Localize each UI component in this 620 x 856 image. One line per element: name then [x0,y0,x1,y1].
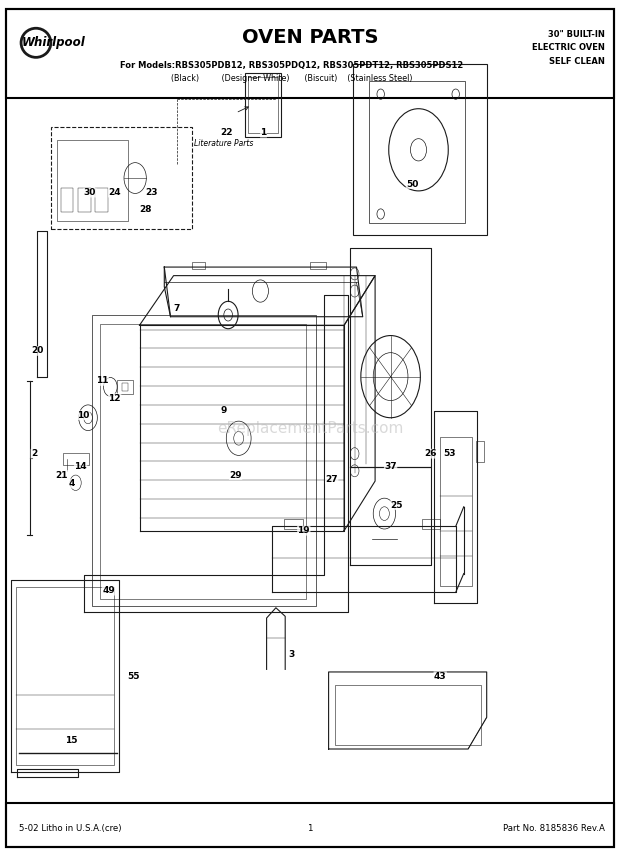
Text: 49: 49 [102,586,115,595]
Text: OVEN PARTS: OVEN PARTS [242,28,378,47]
Bar [284,519,303,529]
Bar [92,315,316,606]
Bar [122,383,128,391]
Text: For Models:RBS305PDB12, RBS305PDQ12, RBS305PDT12, RBS305PDS12: For Models:RBS305PDB12, RBS305PDQ12, RBS… [120,61,463,69]
Text: 12: 12 [108,394,121,402]
Bar [440,437,472,586]
Bar [6,9,614,98]
Text: 30" BUILT-IN: 30" BUILT-IN [547,30,604,39]
Bar [476,441,484,462]
Bar [51,127,192,229]
Text: 10: 10 [78,411,90,419]
Text: 20: 20 [31,347,43,355]
Text: 28: 28 [140,205,152,214]
Bar [95,188,108,212]
Text: Part No. 8185836 Rev.A: Part No. 8185836 Rev.A [503,824,604,833]
Text: 55: 55 [127,672,140,681]
Text: (Black)         (Designer White)      (Biscuit)    (Stainless Steel): (Black) (Designer White) (Biscuit) (Stai… [170,74,412,83]
Bar [353,64,487,235]
Text: 27: 27 [326,475,338,484]
Bar [78,188,91,212]
Bar [117,380,133,394]
Bar [192,262,205,269]
Bar [335,685,480,745]
Bar [369,81,465,223]
Bar [57,140,128,221]
Text: SELF CLEAN: SELF CLEAN [549,57,604,66]
Text: Whirlpool: Whirlpool [22,36,86,50]
Text: 9: 9 [220,407,226,415]
Text: 4: 4 [68,479,74,488]
Bar [422,519,440,529]
Text: 53: 53 [443,449,456,458]
Bar [61,188,73,212]
Text: 22: 22 [220,128,232,137]
Bar [310,262,326,269]
Bar [100,324,306,599]
Bar [248,77,278,133]
Text: 15: 15 [65,736,78,745]
Text: 19: 19 [298,526,310,535]
Text: 25: 25 [391,501,403,509]
Bar [245,73,281,137]
Text: 30: 30 [84,188,96,197]
Text: eReplacementParts.com: eReplacementParts.com [217,420,403,436]
Text: 21: 21 [56,471,68,479]
Text: Literature Parts: Literature Parts [193,140,253,148]
Text: ELECTRIC OVEN: ELECTRIC OVEN [531,44,604,52]
Text: 43: 43 [434,672,446,681]
Bar [16,587,114,765]
Text: 29: 29 [229,471,242,479]
Text: 1: 1 [308,824,312,833]
Text: 5-02 Litho in U.S.A.(cre): 5-02 Litho in U.S.A.(cre) [19,824,121,833]
Text: 1: 1 [260,128,267,137]
Bar [63,453,89,465]
Text: 50: 50 [406,180,419,188]
Text: 2: 2 [31,449,37,458]
Text: 14: 14 [74,462,87,471]
Text: 23: 23 [146,188,158,197]
Text: 37: 37 [384,462,397,471]
Text: 7: 7 [174,304,180,312]
Text: 11: 11 [96,377,108,385]
Text: 24: 24 [108,188,121,197]
Text: 3: 3 [288,651,294,659]
Text: 26: 26 [425,449,437,458]
Bar [6,803,614,847]
